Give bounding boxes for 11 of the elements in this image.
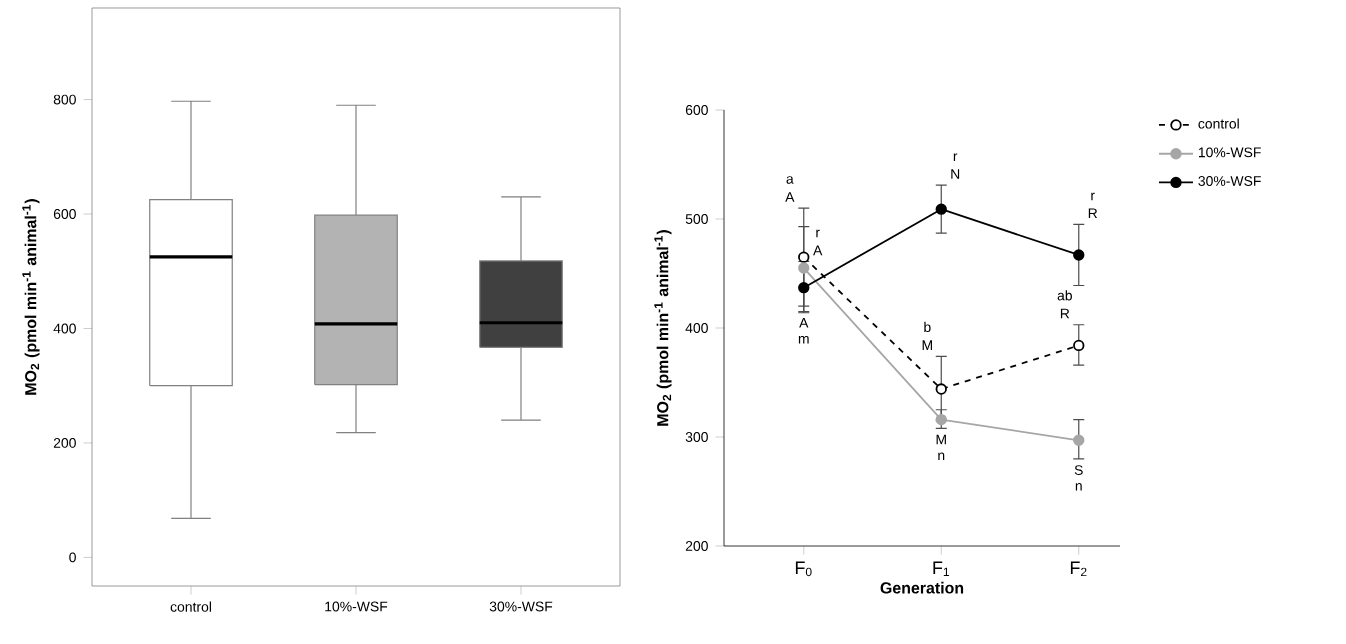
point: [935, 203, 947, 215]
point: [1073, 434, 1085, 446]
point: [798, 281, 810, 294]
x-tick-label: F$_{0}$: [795, 561, 812, 577]
point: [798, 262, 810, 274]
point: [935, 383, 947, 395]
x-tick-label: F$_{2}$: [1070, 561, 1087, 577]
point: [798, 251, 810, 263]
point: [1073, 339, 1085, 352]
point: [1073, 249, 1085, 261]
x-tick-label: F$_{1}$: [933, 561, 949, 576]
